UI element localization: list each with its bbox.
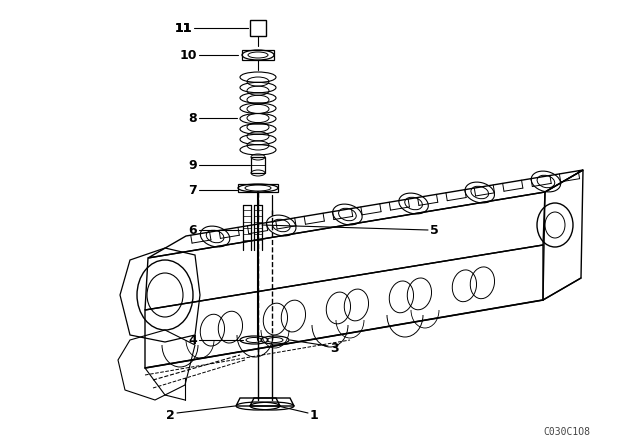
- Text: 2: 2: [166, 409, 175, 422]
- Text: 1: 1: [310, 409, 319, 422]
- Text: 7: 7: [188, 184, 197, 197]
- Text: 11: 11: [175, 22, 192, 34]
- Text: 4: 4: [188, 333, 197, 346]
- Text: 11: 11: [175, 22, 192, 34]
- Text: 10: 10: [179, 48, 197, 61]
- Text: 5: 5: [430, 224, 439, 237]
- Text: C030C1O8: C030C1O8: [543, 427, 590, 437]
- Text: 3: 3: [330, 341, 339, 354]
- Text: 6: 6: [188, 224, 197, 237]
- Text: 11: 11: [175, 22, 192, 34]
- Text: 8: 8: [188, 112, 197, 125]
- Text: 9: 9: [188, 159, 197, 172]
